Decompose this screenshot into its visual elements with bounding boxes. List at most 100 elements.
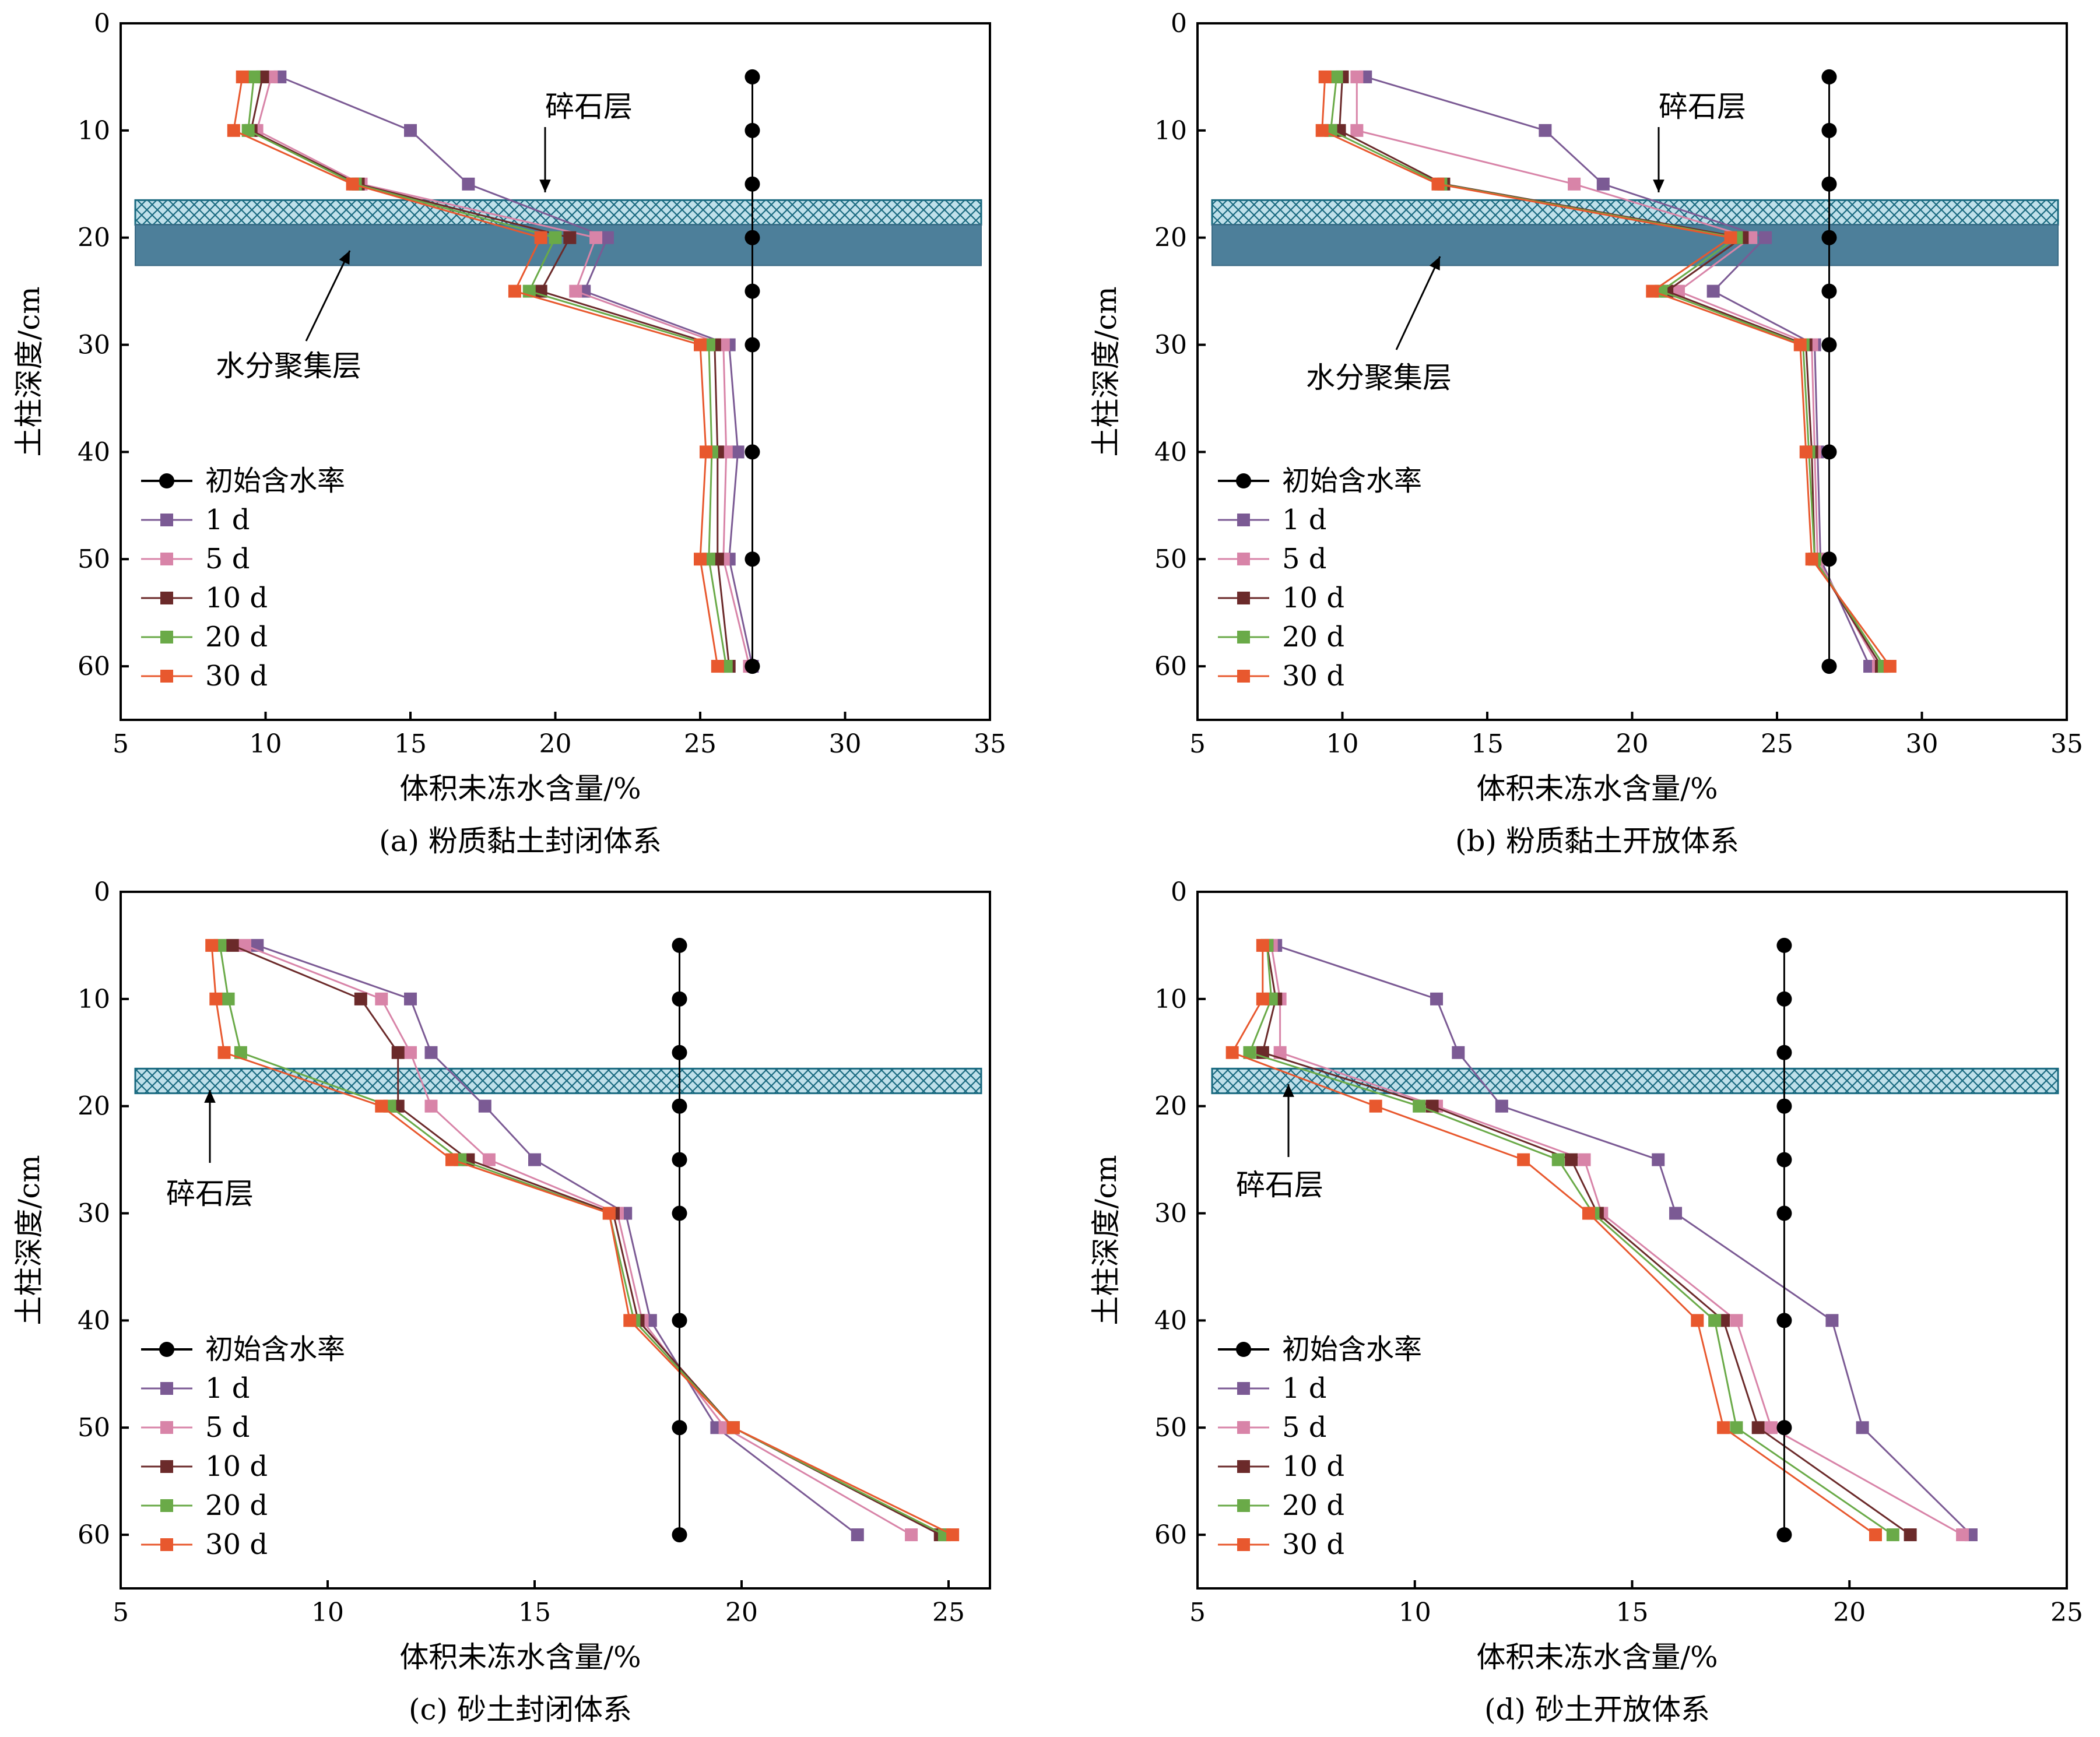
panel-caption: (d) 砂土开放体系 <box>1484 1693 1710 1727</box>
y-tick-label: 20 <box>78 223 110 253</box>
annotation-label: 水分聚集层 <box>1306 361 1452 395</box>
legend-marker <box>1236 473 1251 488</box>
y-tick-label: 10 <box>1154 116 1187 146</box>
y-tick-label: 20 <box>1154 1092 1187 1121</box>
series-d30 <box>1315 70 1897 673</box>
data-point <box>1551 1153 1565 1166</box>
data-point <box>745 176 760 192</box>
legend-marker <box>1237 592 1250 604</box>
legend-label: 初始含水率 <box>1282 1333 1422 1366</box>
chart-panel-2: 5 10 15 20 25 0 10 20 30 40 50 60 体积未冻水含量/% 土柱深度/cm (c… <box>12 877 991 1727</box>
data-point <box>946 1528 960 1542</box>
data-point <box>563 231 577 244</box>
legend-label: 1 d <box>205 1372 250 1405</box>
series-initial <box>672 937 687 1543</box>
legend-label: 10 d <box>1282 582 1344 614</box>
annotation-arrow <box>1395 256 1441 350</box>
legend-label: 20 d <box>205 621 268 653</box>
series-initial <box>1821 69 1837 674</box>
data-point <box>236 70 249 83</box>
data-point <box>1956 1528 1969 1542</box>
annotation: 水分聚集层 <box>1306 256 1452 395</box>
series-d30 <box>205 938 960 1542</box>
legend-marker <box>160 553 173 565</box>
y-tick-label: 50 <box>1154 1413 1187 1443</box>
data-point <box>1669 1207 1683 1220</box>
data-point <box>1869 1528 1882 1542</box>
data-point <box>1730 1314 1743 1327</box>
data-point <box>1799 445 1813 459</box>
data-point <box>226 938 239 952</box>
legend-marker <box>160 1382 173 1395</box>
data-point <box>1256 938 1269 952</box>
data-point <box>462 177 475 191</box>
annotation: 碎石层 <box>1236 1084 1323 1202</box>
data-point <box>1821 659 1837 674</box>
x-tick-label: 20 <box>1616 729 1649 759</box>
legend-marker <box>1236 1342 1251 1357</box>
chart-panel-3: 5 10 15 20 25 0 10 20 30 40 50 60 体积未冻水含量/% 土柱深度/cm (d… <box>1089 877 2083 1727</box>
data-point <box>745 444 760 460</box>
data-point <box>672 1045 687 1060</box>
x-tick-label: 30 <box>829 729 862 759</box>
data-point <box>699 445 712 459</box>
y-tick-label: 10 <box>1154 984 1187 1014</box>
legend-marker <box>1237 514 1250 526</box>
x-tick-label: 20 <box>539 729 572 759</box>
legend-label: 5 d <box>1282 1411 1327 1444</box>
legend-item-initial: 初始含水率 <box>141 465 345 497</box>
x-axis-label: 体积未冻水含量/% <box>399 1640 641 1674</box>
series-d1 <box>1269 938 1978 1542</box>
data-point <box>711 660 724 673</box>
data-point <box>1578 1153 1591 1166</box>
data-point <box>354 992 367 1005</box>
data-point <box>404 124 417 137</box>
data-point <box>241 124 255 137</box>
series-initial <box>1776 937 1792 1543</box>
x-tick-label: 15 <box>1471 729 1504 759</box>
data-point <box>1776 937 1792 953</box>
legend-marker <box>1237 670 1250 683</box>
data-point <box>1706 284 1720 298</box>
y-tick-label: 0 <box>1171 877 1187 907</box>
legend-label: 初始含水率 <box>1282 465 1422 497</box>
plot-frame <box>120 891 991 1590</box>
data-point <box>1821 230 1837 245</box>
series-d30 <box>1225 938 1882 1542</box>
gravel-layer <box>134 1067 982 1095</box>
legend-item-d30: 30 d <box>1218 660 1344 692</box>
data-point <box>1751 1421 1765 1434</box>
legend-item-d1: 1 d <box>1218 504 1327 536</box>
y-tick-label: 10 <box>78 984 110 1014</box>
y-tick-label: 60 <box>1154 1520 1187 1550</box>
data-point <box>424 1099 438 1113</box>
y-tick-label: 20 <box>1154 223 1187 253</box>
legend-label: 10 d <box>205 582 268 614</box>
data-point <box>745 230 760 245</box>
legend-marker <box>1237 1460 1250 1473</box>
legend-label: 初始含水率 <box>205 1333 345 1366</box>
data-point <box>1369 1099 1382 1113</box>
legend-marker <box>160 1538 173 1551</box>
data-point <box>672 1313 687 1328</box>
y-tick-label: 30 <box>1154 1199 1187 1229</box>
annotation: 碎石层 <box>539 90 633 192</box>
data-point <box>1318 70 1332 83</box>
legend-marker <box>159 473 174 488</box>
series-initial <box>745 69 760 674</box>
data-point <box>1539 124 1552 137</box>
data-point <box>694 553 707 566</box>
legend-item-d30: 30 d <box>141 1528 268 1561</box>
annotation: 碎石层 <box>1653 90 1746 192</box>
data-point <box>1596 177 1610 191</box>
legend-item-d10: 10 d <box>141 1450 268 1483</box>
data-point <box>623 1314 637 1327</box>
legend-label: 30 d <box>205 660 268 692</box>
data-point <box>482 1153 496 1166</box>
data-point <box>424 1046 438 1059</box>
data-point <box>1805 553 1818 566</box>
y-tick-label: 10 <box>78 116 110 146</box>
legend-label: 30 d <box>205 1528 268 1561</box>
y-tick-label: 0 <box>94 877 110 907</box>
